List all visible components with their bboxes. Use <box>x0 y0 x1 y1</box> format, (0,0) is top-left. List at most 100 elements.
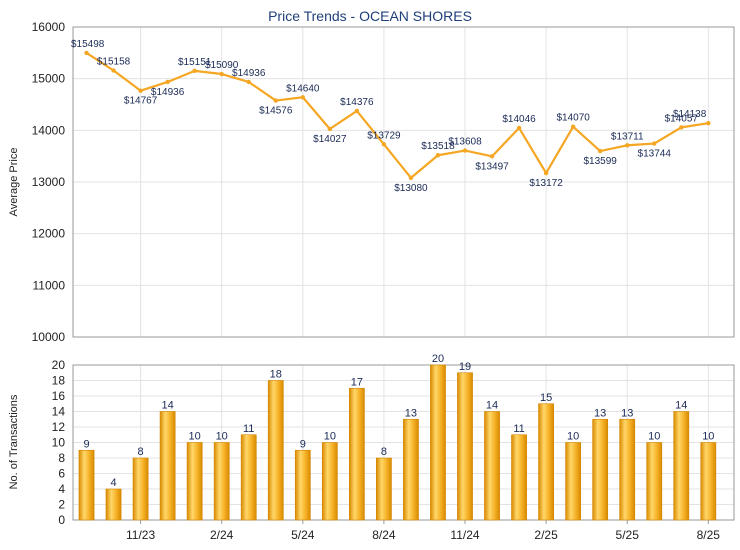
transaction-bar-label: 13 <box>621 407 633 419</box>
price-data-label: $14936 <box>232 68 266 79</box>
transaction-bar <box>213 442 230 521</box>
price-point <box>192 68 197 74</box>
price-data-label: $13172 <box>529 178 563 189</box>
price-data-label: $14767 <box>124 96 158 107</box>
price-point <box>273 98 278 103</box>
price-data-label: $14070 <box>556 113 590 124</box>
transaction-bar <box>267 380 284 521</box>
price-point <box>652 141 657 146</box>
transaction-bar-label: 11 <box>243 423 254 435</box>
price-data-label: $13729 <box>367 130 401 141</box>
transaction-bar-label: 10 <box>702 431 714 443</box>
transaction-bar <box>565 442 582 521</box>
transactions-tick-label: 20 <box>52 358 66 372</box>
transaction-bar-label: 15 <box>540 392 552 404</box>
price-point <box>354 108 360 114</box>
transaction-bar <box>592 418 609 521</box>
transactions-tick-label: 4 <box>58 482 65 496</box>
transaction-bar <box>457 372 473 521</box>
price-data-label: $14046 <box>502 114 536 125</box>
chart-title: Price Trends - OCEAN SHORES <box>268 8 472 24</box>
price-tick-label: 12000 <box>32 227 66 241</box>
transaction-bar <box>240 434 257 521</box>
transaction-bar-label: 8 <box>138 446 144 458</box>
price-point <box>165 79 170 85</box>
transaction-bar <box>511 434 527 521</box>
price-data-label: $13608 <box>448 137 482 148</box>
price-tick-label: 16000 <box>32 20 66 34</box>
x-tick-label: 8/25 <box>697 528 721 542</box>
price-data-label: $13497 <box>475 161 509 172</box>
transaction-bar-label: 8 <box>381 446 387 458</box>
price-data-label: $14138 <box>673 109 707 120</box>
transaction-bar-label: 19 <box>459 361 471 373</box>
transaction-bar-label: 13 <box>405 407 417 419</box>
x-tick-label: 11/24 <box>450 528 479 542</box>
price-data-label: $14027 <box>313 134 347 145</box>
transaction-bar-label: 4 <box>110 477 116 489</box>
price-data-label: $14376 <box>340 97 374 108</box>
transaction-bar-label: 14 <box>486 400 498 412</box>
transactions-tick-label: 0 <box>58 513 65 527</box>
transaction-bar <box>105 488 122 521</box>
transaction-bar-label: 13 <box>594 407 606 419</box>
price-point <box>327 126 333 132</box>
transaction-bar <box>619 418 636 521</box>
price-data-label: $13599 <box>583 156 617 167</box>
transaction-bar-label: 9 <box>300 438 306 450</box>
price-point <box>219 71 224 77</box>
transaction-bar-label: 14 <box>161 400 173 412</box>
price-data-label: $15151 <box>178 57 212 68</box>
price-plot-frame <box>72 26 735 338</box>
price-data-label: $14057 <box>665 113 699 124</box>
price-data-label: $14640 <box>286 83 320 94</box>
transactions-tick-label: 8 <box>58 451 65 465</box>
transaction-bar-label: 14 <box>675 400 687 412</box>
transaction-bar <box>538 403 554 521</box>
transaction-bar <box>294 449 311 521</box>
transactions-tick-label: 12 <box>52 420 66 434</box>
transaction-bar <box>159 411 176 521</box>
transactions-tick-label: 16 <box>52 389 66 403</box>
transaction-bar <box>673 411 690 521</box>
price-data-label: $15158 <box>97 57 131 68</box>
x-tick-label: 11/23 <box>126 528 155 542</box>
transaction-bar <box>403 418 419 521</box>
transaction-bar <box>430 364 446 521</box>
price-series-line <box>85 52 709 179</box>
price-point <box>489 154 495 159</box>
transactions-tick-label: 10 <box>52 436 66 450</box>
price-tick-label: 14000 <box>32 123 66 137</box>
price-point <box>111 68 116 73</box>
transactions-tick-label: 14 <box>52 405 66 419</box>
price-point <box>435 153 441 158</box>
price-data-label: $14576 <box>259 106 293 117</box>
transactions-tick-label: 2 <box>58 498 65 512</box>
price-tick-label: 11000 <box>33 278 66 292</box>
price-data-label: $14936 <box>151 87 185 98</box>
price-data-label: $15498 <box>71 39 105 50</box>
transaction-bar <box>646 442 663 521</box>
transaction-bar-label: 20 <box>432 353 444 365</box>
x-tick-label: 2/24 <box>210 528 234 542</box>
transaction-bar-label: 10 <box>216 431 228 443</box>
price-point <box>138 88 143 93</box>
price-data-label: $13080 <box>394 183 428 194</box>
price-point <box>462 148 468 153</box>
transaction-bar-label: 10 <box>324 431 336 443</box>
price-point <box>516 125 522 131</box>
price-tick-label: 10000 <box>32 330 66 344</box>
price-point <box>246 79 251 85</box>
x-tick-label: 8/24 <box>372 528 396 542</box>
transaction-bar <box>484 411 500 521</box>
transaction-bar-label: 9 <box>83 438 89 450</box>
transaction-bar-label: 18 <box>270 369 282 381</box>
price-data-label: $13744 <box>638 149 672 160</box>
transactions-tick-label: 18 <box>52 374 66 388</box>
transaction-bar-label: 10 <box>567 431 579 443</box>
transaction-bar-label: 11 <box>513 423 524 435</box>
transaction-bar-label: 17 <box>351 376 363 388</box>
transaction-bar <box>348 387 365 521</box>
